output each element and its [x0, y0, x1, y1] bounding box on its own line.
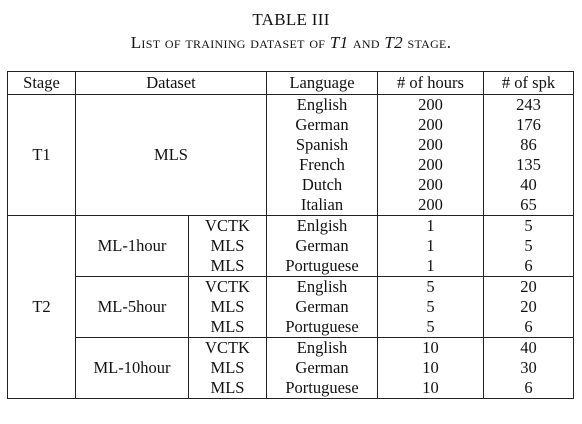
corpus-cell: MLS	[188, 256, 267, 277]
t2-section: T2 ML-1hour VCTK Enlgish 1 5 MLS German 1 5 MLS Por…	[7, 215, 574, 399]
language-cell: Portuguese	[266, 256, 378, 277]
caption-text-3: stage.	[402, 33, 452, 52]
language-cell: Spanish	[266, 135, 378, 155]
language-cell: German	[266, 358, 378, 378]
corpus-cell: MLS	[188, 236, 267, 256]
hours-cell: 200	[377, 155, 484, 175]
spk-cell: 65	[483, 195, 574, 216]
table-row: MLS Portuguese 5 6	[8, 317, 574, 338]
spk-cell: 40	[483, 337, 574, 358]
table-row: Italian 200 65	[8, 195, 574, 216]
table-row: MLS Portuguese 10 6	[8, 378, 574, 399]
spk-cell: 20	[483, 276, 574, 297]
hours-cell: 200	[377, 135, 484, 155]
language-cell: English	[266, 276, 378, 297]
spk-cell: 20	[483, 297, 574, 317]
table-row: MLS German 10 30	[8, 358, 574, 378]
table-caption: List of training dataset of T1 and T2 st…	[0, 33, 582, 53]
hours-cell: 200	[377, 195, 484, 216]
hours-cell: 10	[377, 337, 484, 358]
language-cell: Portuguese	[266, 378, 378, 399]
table-row: ML-5hour VCTK English 5 20	[8, 276, 574, 338]
spk-cell: 40	[483, 175, 574, 195]
language-cell: English	[266, 94, 378, 115]
hours-cell: 5	[377, 297, 484, 317]
corpus-cell: VCTK	[188, 276, 267, 297]
table-row: MLS German 1 5	[8, 236, 574, 256]
spk-cell: 6	[483, 378, 574, 399]
header-hours: # of hours	[377, 71, 484, 95]
language-cell: English	[266, 337, 378, 358]
corpus-cell: MLS	[188, 297, 267, 317]
corpus-cell: MLS	[188, 378, 267, 399]
language-cell: German	[266, 115, 378, 135]
hours-cell: 5	[377, 317, 484, 338]
table-row: ML-10hour VCTK English 10 40	[8, 337, 574, 399]
hours-cell: 1	[377, 236, 484, 256]
corpus-cell: VCTK	[188, 215, 267, 236]
hours-cell: 200	[377, 94, 484, 115]
table-row: French 200 135	[8, 155, 574, 175]
caption-text-1: List of training dataset of	[130, 33, 330, 52]
spk-cell: 6	[483, 256, 574, 277]
spk-cell: 135	[483, 155, 574, 175]
group-name-cell: ML-1hour	[75, 215, 189, 277]
language-cell: Dutch	[266, 175, 378, 195]
hours-cell: 1	[377, 215, 484, 236]
hours-cell: 1	[377, 256, 484, 277]
hours-cell: 10	[377, 378, 484, 399]
spk-cell: 5	[483, 236, 574, 256]
spk-cell: 86	[483, 135, 574, 155]
caption-text-2: and	[348, 33, 385, 52]
dataset-table: Stage Dataset Language # of hours # of s…	[7, 71, 574, 399]
table-row: Dutch 200 40	[8, 175, 574, 195]
group-name-cell: ML-10hour	[75, 337, 189, 399]
language-cell: German	[266, 236, 378, 256]
header-stage: Stage	[7, 71, 76, 95]
hours-cell: 200	[377, 115, 484, 135]
t1-section: T1 MLS English 200 243 German 200 176 Spanish 200…	[7, 94, 574, 216]
table-row: T1 MLS English 200 243	[7, 94, 574, 216]
spk-cell: 5	[483, 215, 574, 236]
language-cell: Italian	[266, 195, 378, 216]
header-spk: # of spk	[483, 71, 574, 95]
caption-t2: T2	[384, 33, 403, 52]
caption-t1: T1	[329, 33, 349, 52]
hours-cell: 10	[377, 358, 484, 378]
spk-cell: 30	[483, 358, 574, 378]
spk-cell: 6	[483, 317, 574, 338]
language-cell: French	[266, 155, 378, 175]
corpus-cell: MLS	[188, 358, 267, 378]
language-cell: Enlgish	[266, 215, 378, 236]
table-number: TABLE III	[252, 10, 330, 29]
language-cell: German	[266, 297, 378, 317]
stage-cell: T2	[7, 215, 76, 399]
table-row: German 200 176	[8, 115, 574, 135]
table-row: MLS German 5 20	[8, 297, 574, 317]
group-name-cell: ML-5hour	[75, 276, 189, 338]
spk-cell: 176	[483, 115, 574, 135]
stage-cell: T1	[7, 94, 76, 216]
hours-cell: 5	[377, 276, 484, 297]
header-row: Stage Dataset Language # of hours # of s…	[7, 71, 574, 95]
language-cell: Portuguese	[266, 317, 378, 338]
corpus-cell: VCTK	[188, 337, 267, 358]
corpus-cell: MLS	[188, 317, 267, 338]
table-row: Spanish 200 86	[8, 135, 574, 155]
header-language: Language	[266, 71, 378, 95]
hours-cell: 200	[377, 175, 484, 195]
dataset-cell: MLS	[75, 94, 267, 216]
spk-cell: 243	[483, 94, 574, 115]
header-dataset: Dataset	[75, 71, 267, 95]
table-row: T2 ML-1hour VCTK Enlgish 1 5	[7, 215, 574, 399]
